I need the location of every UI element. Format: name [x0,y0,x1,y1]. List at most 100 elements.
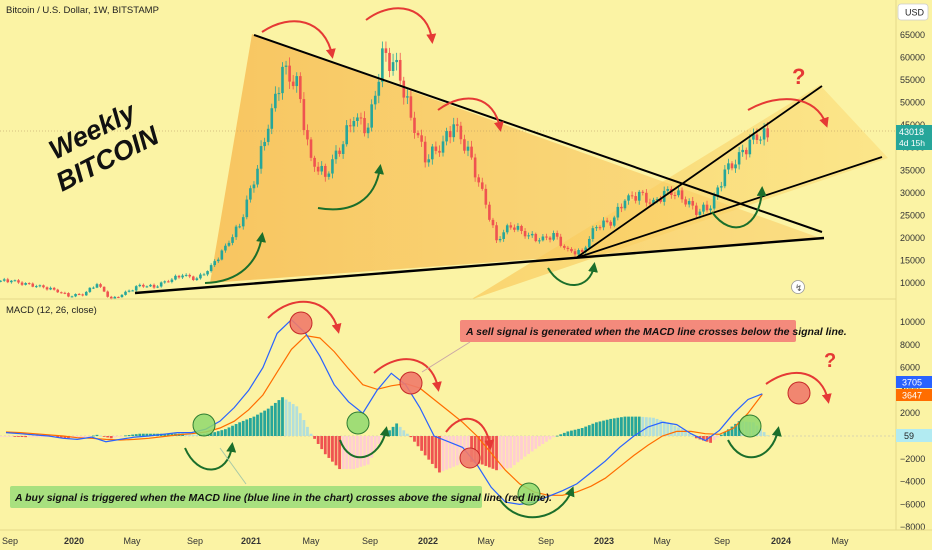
histogram-bar [609,418,613,436]
candle-body [366,127,370,134]
histogram-bar [277,400,281,436]
histogram-bar [231,425,234,436]
currency-button[interactable] [897,3,929,21]
candle-body [184,274,188,276]
histogram-bar [587,425,591,436]
histogram-bar [284,399,288,436]
candle-body [427,159,431,163]
candle-body [398,59,402,81]
histogram-bar [566,431,570,436]
candle-body [466,146,470,151]
candle-body [655,199,659,201]
time-axis-label: May [831,536,849,546]
histogram-bar [163,433,167,436]
histogram-bar [352,436,356,470]
candle-body [741,149,744,153]
flash-icon[interactable] [791,280,805,294]
histogram-bar [170,433,174,436]
right-axis[interactable]: USD 650006000055000500004500040000350003… [895,0,932,532]
candle-body [163,281,167,283]
histogram-bar [17,436,20,437]
histogram-bar [0,436,3,437]
candle-body [42,285,45,288]
histogram-bar [452,436,456,467]
candle-body [762,128,766,140]
histogram-bar [20,436,24,437]
candle-body [341,144,345,154]
candle-body [652,199,655,204]
candle-body [502,232,505,239]
candle-body [345,125,348,145]
histogram-bar [448,436,452,469]
price-panel: ? Weekly BITCOIN Bitcoin / U.S. Dollar, … [0,5,895,300]
candle-body [516,225,520,230]
histogram-bar [327,436,331,458]
histogram-bar [691,436,695,437]
candle-body [259,146,263,169]
time-axis-label: May [123,536,141,546]
candle-body [634,196,637,201]
candle-body [748,139,752,155]
macd-tick-label: 10000 [900,317,925,327]
histogram-bar [238,422,242,436]
histogram-bar [341,436,345,470]
candle-body [320,165,324,172]
candle-body [81,294,85,296]
candle-body [191,276,195,280]
candle-body [338,150,341,154]
macd-value-label: 3705 [902,378,922,388]
histogram-bar [377,436,381,444]
macd-title[interactable]: MACD (12, 26, close) [6,305,97,316]
candle-body [480,182,484,189]
time-axis[interactable]: Sep 2020 May Sep 2021 May Sep 2022 May Sep 2023 May… [0,529,932,546]
candle-body [245,199,249,218]
macd-lines [5,318,763,506]
buy-note-text: A buy signal is triggered when the MACD … [14,492,552,504]
candle-body [680,190,684,200]
histogram-bar [602,420,605,436]
macd-tick-label: −8000 [900,522,925,532]
candle-body [370,104,373,128]
sell-signal-circle [399,371,423,395]
candle-body [555,233,559,237]
candle-body [241,217,245,227]
candle-body [195,278,199,280]
histogram-bar [616,417,620,436]
candle-body [277,93,281,95]
candle-body [17,280,20,283]
histogram-bar [573,429,577,436]
histogram-bar [455,436,459,466]
candle-body [20,282,24,285]
candle-body [92,287,95,289]
histogram-bar [637,416,641,436]
candle-body [309,139,313,158]
symbol-title[interactable]: Bitcoin / U.S. Dollar, 1W, BITSTAMP [6,5,159,16]
red-curve-arrow [437,97,504,132]
histogram-bar [634,416,638,436]
candle-body [573,251,577,255]
candle-body [637,191,641,201]
histogram-bar [263,410,267,436]
red-curve-arrow [445,417,495,450]
candle-body [363,118,366,134]
histogram-value-label: 59 [904,431,914,441]
candle-body [584,247,588,252]
price-tick-label: 25000 [900,210,925,220]
candle-body [109,296,113,299]
candle-body [167,281,170,283]
candle-body [174,275,177,280]
histogram-bar [659,420,663,436]
histogram-bar [680,429,684,436]
candle-body [77,294,81,296]
candle-body [413,117,416,133]
candle-body [591,228,595,239]
candle-body [45,287,49,290]
histogram-bar [584,426,588,436]
candle-body [209,265,213,272]
histogram-bar [191,434,195,436]
time-axis-labels: Sep 2020 May Sep 2021 May Sep 2022 May Sep 2023 May… [2,536,849,546]
histogram-bar [530,436,534,452]
candle-body [513,227,516,230]
candle-body [199,274,202,279]
